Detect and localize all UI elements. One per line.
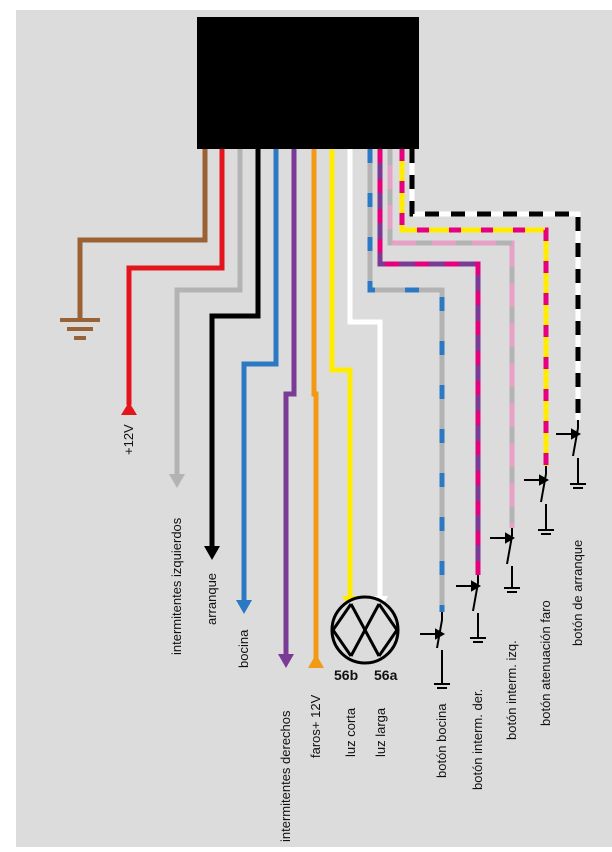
lamp-terminal-low: 56b: [334, 667, 358, 683]
label-start: arranque: [204, 573, 219, 625]
label-low-beam: luz corta: [343, 707, 358, 757]
plus12v-arrow: [121, 402, 137, 415]
label-right-indicators: intermitentes derechos: [278, 710, 293, 842]
plus12v-wire: [121, 149, 225, 415]
start-switch: [556, 420, 586, 489]
label-horn: bocina: [236, 629, 251, 668]
label-plus12v: +12V: [121, 424, 136, 455]
ground-wire: [60, 149, 208, 340]
right-indicators-wire: [278, 149, 297, 668]
start-wire: [204, 149, 261, 560]
label-lights-12v: faros+ 12V: [308, 694, 323, 758]
horn-button-wire: [367, 149, 445, 612]
dimmer-button-wire: [399, 149, 549, 466]
left-indicator-button-wire: [387, 149, 515, 528]
label-btn-dim: botón atenuación faro: [538, 600, 553, 726]
label-btn-right: botón interm. der.: [470, 689, 485, 790]
horn-wire: [236, 149, 279, 614]
label-btn-start: botón de arranque: [570, 540, 585, 646]
lamp-terminal-high: 56a: [374, 667, 398, 683]
label-left-indicators: intermitentes izquierdos: [169, 517, 184, 655]
start-button-wire: [409, 149, 581, 420]
dimmer-switch: [524, 466, 554, 535]
right-indicator-button-wire: [377, 149, 481, 575]
horn-switch: [420, 612, 450, 689]
label-btn-left: botón interm. izq.: [504, 640, 519, 740]
left-indicators-wire: [169, 149, 243, 488]
label-high-beam: luz larga: [373, 707, 388, 757]
ground-symbol: [60, 318, 100, 322]
lights-12v-wire: [308, 149, 324, 668]
label-btn-horn: botón bocina: [434, 703, 449, 778]
left-indicator-switch: [490, 528, 520, 593]
control-unit-box: [197, 17, 419, 149]
headlamp-symbol: [330, 595, 400, 665]
right-indicator-switch: [456, 575, 486, 643]
